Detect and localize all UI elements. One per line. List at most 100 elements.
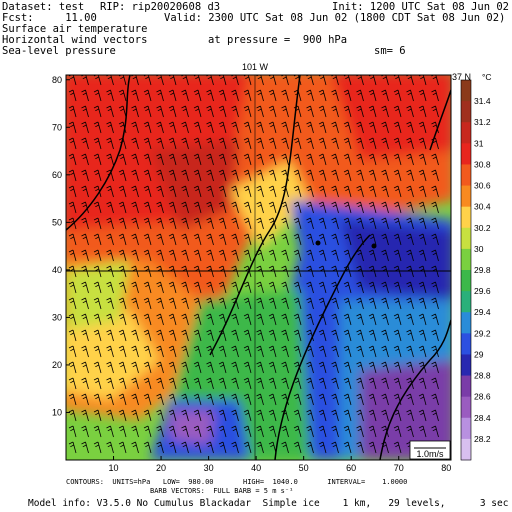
wind-barb [68,217,77,230]
wind-barb [181,313,189,326]
wind-barb [393,153,402,166]
wind-barb [293,425,302,438]
wind-barb [256,441,264,454]
wind-barb [206,441,214,454]
wind-reference-box [409,440,451,460]
wind-barb [68,169,77,182]
wind-barb [268,425,277,438]
wind-barb [193,233,202,246]
wind-barb [206,217,214,230]
field-label-slp: Sea-level pressure [2,45,116,57]
wind-barb [156,89,164,102]
dataset-label: Dataset: test [2,1,85,13]
wind-barb [106,185,114,198]
wind-barb [156,297,164,310]
wind-barb [406,233,414,246]
wind-barb [118,75,127,86]
wind-barb [243,345,252,358]
wind-barb [331,329,339,342]
wind-barb [206,153,214,166]
wind-barb [106,233,114,246]
wind-barb [243,89,252,102]
wind-barb [231,233,239,246]
wind-barb [181,137,189,150]
wind-barb [131,137,139,150]
wind-barb [268,345,277,358]
wind-barb [143,121,152,134]
wind-barb [81,425,89,438]
wind-barb [431,377,439,390]
wind-barb [418,185,427,198]
wind-barb [343,281,352,294]
wind-barb [318,121,327,134]
wind-barb [393,441,402,454]
wind-barb [168,249,177,262]
wind-barb [181,169,189,182]
contour-info: CONTOURS: UNITS=hPa LOW= 980.00 HIGH= 10… [66,478,408,486]
wind-barb [106,377,114,390]
wind-barb [68,105,77,118]
colorbar-swatch [461,248,471,271]
wind-barb [168,425,177,438]
wind-barb [118,89,127,102]
wind-barb [131,313,139,326]
init-label: Init: 1200 UTC Sat 08 Jun 02 [332,1,510,13]
wind-barb [143,281,152,294]
x-tick-label: 50 [299,463,309,473]
wind-barb [81,345,89,358]
wind-barb [293,393,302,406]
wind-barb [106,121,114,134]
wind-barb [93,249,102,262]
wind-barb [168,329,177,342]
wind-barb [393,201,402,214]
wind-barb [81,185,89,198]
wind-barb [418,377,427,390]
wind-barb [256,361,264,374]
wind-barb [281,233,289,246]
wind-barb [318,153,327,166]
wind-barb [331,217,339,230]
wind-barb [106,153,114,166]
wind-barb [93,441,102,454]
wind-barb [193,297,202,310]
wind-barb [418,425,427,438]
wind-barb [406,425,414,438]
wind-barb [68,313,77,326]
wind-barb [368,313,377,326]
wind-barb [68,345,77,358]
wind-barb [68,361,77,374]
wind-barb [206,249,214,262]
wind-barb [81,361,89,374]
wind-barb [418,201,427,214]
colorbar-unit: °C [482,72,492,82]
wind-barb [156,217,164,230]
wind-barb [343,105,352,118]
wind-barb [381,169,389,182]
wind-barb [356,425,364,438]
wind-barb [206,105,214,118]
wind-barb [218,153,227,166]
wind-barb [118,377,127,390]
wind-barb [381,329,389,342]
wind-barb [231,249,239,262]
wind-barb [131,345,139,358]
wind-barb [331,201,339,214]
wind-barb [318,249,327,262]
wind-barb [281,217,289,230]
wind-barb [306,393,314,406]
wind-barb [393,377,402,390]
field-label-temperature: Surface air temperature [2,23,148,35]
wind-barb [393,169,402,182]
wind-barb [243,361,252,374]
wind-barb [181,217,189,230]
wind-barb [393,233,402,246]
wind-barb [356,313,364,326]
wind-barb [143,89,152,102]
wind-barb [193,153,202,166]
wind-barb [268,249,277,262]
wind-barb [368,249,377,262]
wind-barb [418,345,427,358]
wind-barb [306,425,314,438]
x-tick-label: 40 [251,463,261,473]
wind-barb [431,217,439,230]
